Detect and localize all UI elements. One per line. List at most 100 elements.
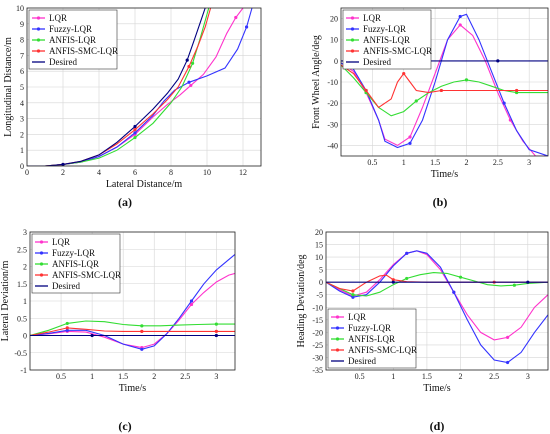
chart-d: 0.5 1 1.5 2 2.5 3 -35 -30 -25 -20 -15 -10 -5 0 5 10 15 20… — [296, 228, 549, 433]
x-tick-label: 1.5 — [430, 158, 440, 167]
data-point — [214, 329, 218, 333]
legend-entry: ANFIS-SMC-LQR — [363, 46, 432, 56]
y-tick-label: -30 — [312, 353, 323, 362]
x-tick-label: 3 — [527, 158, 531, 167]
y-tick-label: 1 — [23, 297, 27, 306]
x-tick-label: 1.5 — [422, 372, 432, 381]
x-axis-label: Lateral Distance/m — [106, 179, 183, 190]
x-tick-label: 1 — [391, 372, 395, 381]
y-tick-label: 3 — [20, 115, 24, 124]
plot-frame — [29, 231, 236, 371]
data-point — [506, 335, 510, 339]
x-axis-label: Time/s — [119, 383, 147, 394]
data-point — [458, 14, 462, 19]
y-tick-label: 4 — [20, 99, 24, 108]
y-tick-label: -20 — [312, 328, 323, 337]
legend: LQRFuzzy-LQRANFIS-LQRANFIS-SMC-LQRDesire… — [327, 308, 417, 369]
legend: LQRFuzzy-LQRANFIS-LQRANFIS-SMC-LQRDesire… — [28, 9, 118, 70]
y-tick-label: 2 — [23, 263, 27, 272]
x-tick-label: 10 — [203, 168, 211, 177]
legend-marker — [39, 251, 44, 255]
data-point — [133, 131, 137, 135]
legend-marker — [335, 337, 340, 341]
legend-entry: Fuzzy-LQR — [49, 24, 92, 34]
legend-entry: Desired — [49, 57, 77, 67]
subfigure-label: (c) — [118, 419, 131, 433]
y-tick-label: -10 — [312, 303, 323, 312]
y-tick-label: -40 — [327, 141, 338, 150]
data-point — [351, 293, 355, 297]
x-tick-label: 1 — [402, 158, 406, 167]
x-tick-label: 2.5 — [493, 158, 503, 167]
chart-b: 0.5 1 1.5 2 2.5 3 -40 -30 -20 -10 0 10 20 Time/s Front… — [311, 7, 549, 209]
plot-frame — [325, 231, 549, 371]
series-line-anfis-smc-lqr — [30, 327, 235, 337]
data-point — [364, 88, 368, 93]
data-point — [133, 135, 137, 140]
y-axis-label: Lateral Deviation/m — [0, 260, 11, 341]
legend-entry: ANFIS-SMC-LQR — [52, 270, 121, 280]
data-point — [405, 251, 409, 255]
legend-entry: ANFIS-LQR — [363, 35, 410, 45]
legend-marker — [335, 315, 340, 319]
y-tick-label: -25 — [312, 341, 323, 350]
y-tick-label: 2 — [20, 130, 24, 139]
x-tick-label: 12 — [239, 168, 247, 177]
subfigure-label: (a) — [118, 195, 132, 209]
y-tick-label: 1 — [20, 146, 24, 155]
y-tick-label: 3 — [23, 228, 27, 237]
data-point — [185, 58, 189, 62]
y-tick-label: 6 — [20, 67, 24, 76]
x-tick-label: 2.5 — [489, 372, 499, 381]
legend-entry: Desired — [52, 281, 80, 291]
y-tick-label: -5 — [316, 291, 323, 300]
data-point — [187, 80, 191, 84]
y-tick-label: 0 — [334, 57, 338, 66]
x-tick-label: 2 — [459, 372, 463, 381]
legend-marker — [335, 348, 340, 352]
data-point — [458, 23, 462, 27]
legend-marker — [36, 49, 41, 53]
legend-marker — [335, 326, 340, 330]
series-line-lqr — [30, 272, 235, 349]
data-point — [496, 59, 500, 63]
data-point — [234, 15, 238, 20]
data-point — [408, 135, 412, 139]
x-tick-label: 6 — [133, 168, 137, 177]
y-tick-label: 5 — [20, 83, 24, 92]
y-tick-label: 20 — [315, 228, 323, 237]
data-point — [526, 280, 530, 284]
x-tick-label: 2.5 — [180, 372, 190, 381]
data-point — [187, 64, 191, 69]
y-tick-label: 15 — [315, 241, 323, 250]
y-tick-label: 20 — [330, 15, 338, 24]
data-point — [408, 141, 412, 145]
y-tick-label: 2.5 — [17, 245, 27, 254]
series-line-desired — [27, 8, 206, 166]
data-point — [512, 283, 516, 287]
legend-entry: ANFIS-LQR — [49, 35, 96, 45]
data-point — [65, 326, 69, 330]
y-tick-label: 5 — [319, 266, 323, 275]
series-line-lqr — [326, 250, 548, 341]
legend-entry: ANFIS-SMC-LQR — [348, 345, 417, 355]
data-point — [133, 128, 137, 132]
plot-frame — [340, 7, 549, 157]
series-line-anfis-lqr — [326, 272, 548, 297]
y-tick-label: -10 — [327, 78, 338, 87]
data-point — [391, 278, 395, 282]
y-tick-label: -1 — [20, 366, 27, 375]
x-tick-label: 3 — [526, 372, 530, 381]
y-tick-label: -0.5 — [14, 349, 27, 358]
x-tick-label: 0.5 — [367, 158, 377, 167]
data-point — [65, 321, 69, 326]
y-tick-label: 0.5 — [17, 314, 27, 323]
y-tick-label: 10 — [330, 36, 338, 45]
data-point — [502, 101, 506, 105]
legend-marker — [36, 27, 41, 31]
y-tick-label: -30 — [327, 120, 338, 129]
y-tick-label: 1.5 — [17, 280, 27, 289]
x-tick-label: 1.5 — [118, 372, 128, 381]
x-tick-label: 1 — [90, 372, 94, 381]
